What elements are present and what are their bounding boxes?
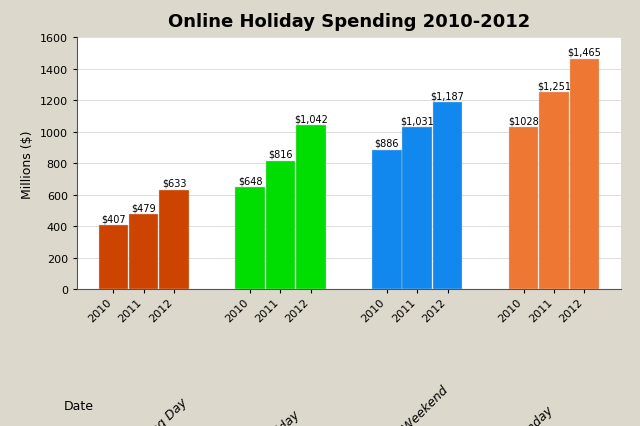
Bar [99,226,128,290]
Bar [540,93,569,290]
Text: $479: $479 [131,203,156,213]
Bar [129,214,158,290]
Text: $1,251: $1,251 [537,81,571,91]
Bar [296,126,326,290]
Text: $1,031: $1,031 [400,116,434,126]
Bar [372,150,401,290]
Text: $816: $816 [268,150,292,160]
Text: Black Friday: Black Friday [239,408,302,426]
Text: $407: $407 [101,214,125,224]
Text: Thanksgiving Weekend: Thanksgiving Weekend [339,383,451,426]
Bar [266,161,295,290]
Text: $1,187: $1,187 [431,91,465,101]
Bar [236,188,265,290]
Bar [433,103,462,290]
Text: Cyber Monday: Cyber Monday [483,403,556,426]
Text: $1028: $1028 [508,116,539,126]
Bar [159,190,189,290]
Text: Thanksgiving Day: Thanksgiving Day [102,395,189,426]
Bar [403,128,432,290]
Text: $886: $886 [374,138,399,149]
Text: $633: $633 [162,178,186,188]
Text: $648: $648 [238,176,262,186]
Text: Date: Date [64,399,94,412]
Text: $1,465: $1,465 [568,48,601,58]
Title: Online Holiday Spending 2010-2012: Online Holiday Spending 2010-2012 [168,13,530,31]
Y-axis label: Millions ($): Millions ($) [21,130,34,198]
Bar [570,60,599,290]
Text: $1,042: $1,042 [294,114,328,124]
Bar [509,128,538,290]
